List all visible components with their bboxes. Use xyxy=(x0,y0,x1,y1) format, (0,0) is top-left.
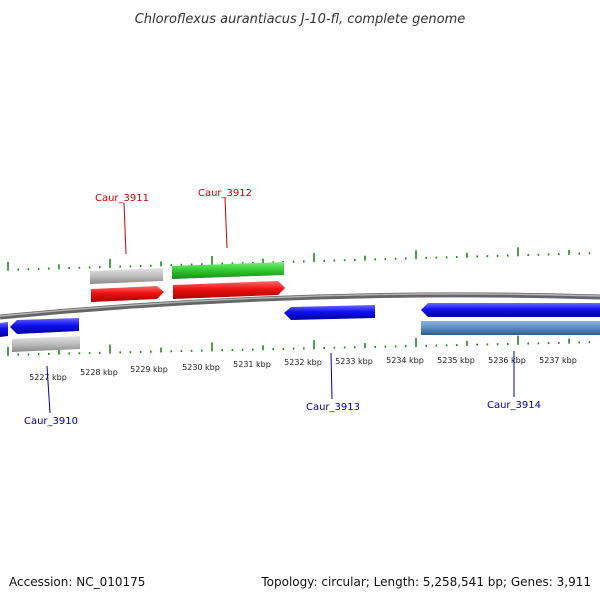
caur-3913-cds-arrow[interactable] xyxy=(284,305,375,320)
caur-3914-label[interactable]: Caur_3914 xyxy=(487,400,541,411)
caur-3913-leader xyxy=(330,352,333,400)
reverse-tick-row xyxy=(7,335,591,356)
caur-3913-label[interactable]: Caur_3913 xyxy=(306,402,360,413)
scale-label: 5236 kbp xyxy=(488,356,526,365)
caur-3911-label[interactable]: Caur_3911 xyxy=(95,193,149,204)
scale-label: 5231 kbp xyxy=(233,360,271,369)
caur-3912-label[interactable]: Caur_3912 xyxy=(198,188,252,199)
scale-label: 5233 kbp xyxy=(335,357,373,366)
scale-labels: 5227 kbp 5228 kbp 5229 kbp 5230 kbp 5231… xyxy=(29,356,577,382)
caur-3912-leader xyxy=(224,197,228,249)
caur-3910-leader xyxy=(46,365,51,414)
caur-3910-label[interactable]: Caur_3910 xyxy=(24,416,78,427)
genome-summary-text: Topology: circular; Length: 5,258,541 bp… xyxy=(260,575,591,589)
scale-label: 5232 kbp xyxy=(284,358,322,367)
forward-tick-row xyxy=(7,247,591,271)
scale-label: 5237 kbp xyxy=(539,356,577,365)
genome-backbone xyxy=(0,292,600,320)
scale-label: 5229 kbp xyxy=(130,365,168,374)
caur-3911-leader xyxy=(123,202,127,255)
caur-3912-rna-bar[interactable] xyxy=(172,262,284,279)
caur-3910-cds-arrow[interactable] xyxy=(10,318,79,334)
caur-3914-cds-arrow[interactable] xyxy=(421,303,600,317)
caur-3912-cds-arrow[interactable] xyxy=(173,281,285,299)
scale-label: 5230 kbp xyxy=(182,363,220,372)
scale-label: 5234 kbp xyxy=(386,356,424,365)
accession-text: Accession: NC_010175 xyxy=(9,575,145,589)
scale-label: 5235 kbp xyxy=(437,356,475,365)
caur-3914-gene-bar[interactable] xyxy=(421,321,600,335)
scale-label: 5228 kbp xyxy=(80,368,118,377)
caur-3911-cds-arrow[interactable] xyxy=(91,286,164,302)
map-title: Chloroflexus aurantiacus J-10-fl, comple… xyxy=(135,12,466,27)
caur-3910-gene-bar[interactable] xyxy=(12,336,80,352)
left-edge-cds-arrow[interactable] xyxy=(0,322,8,337)
caur-3911-gene-bar[interactable] xyxy=(90,268,163,284)
